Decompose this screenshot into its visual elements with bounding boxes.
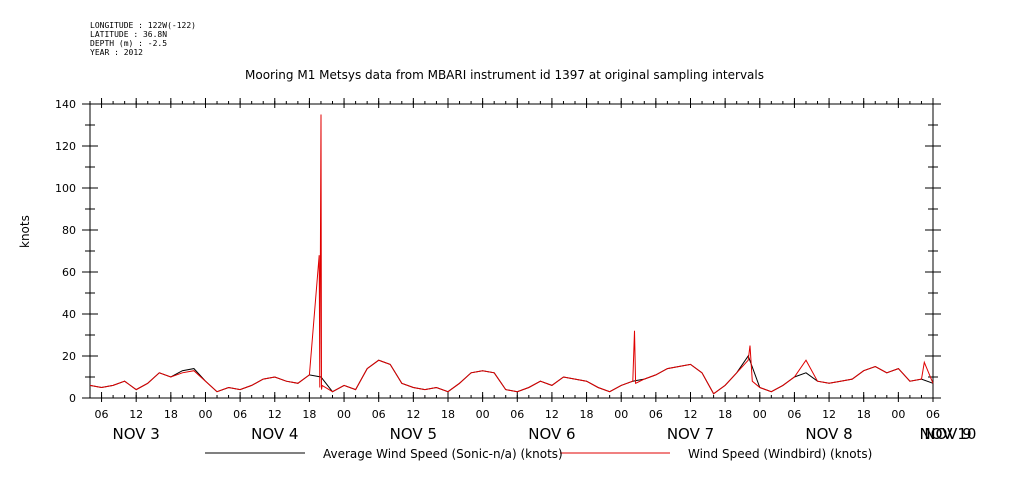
x-day-label: NOV 6 xyxy=(528,425,575,443)
x-tick-label: 06 xyxy=(510,408,524,421)
x-tick-label: 18 xyxy=(718,408,732,421)
x-tick-label: 18 xyxy=(580,408,594,421)
x-tick-label: 12 xyxy=(545,408,559,421)
depth-label: DEPTH (m) : -2.5 xyxy=(90,39,168,48)
legend-label-windbird: Wind Speed (Windbird) (knots) xyxy=(688,447,873,461)
y-axis: 0 20 40 60 80 100 120 140 xyxy=(55,98,941,405)
x-day-label: NOV 10 xyxy=(920,425,977,443)
x-tick-label: 18 xyxy=(441,408,455,421)
x-day-label: NOV 7 xyxy=(667,425,714,443)
x-tick-label: 00 xyxy=(753,408,767,421)
y-tick-label: 20 xyxy=(62,350,76,363)
x-tick-label: 00 xyxy=(891,408,905,421)
x-day-label: NOV 9 xyxy=(924,425,971,443)
x-tick-label: 06 xyxy=(649,408,663,421)
x-tick-label: 12 xyxy=(406,408,420,421)
x-tick-label: 06 xyxy=(926,408,940,421)
plot-frame xyxy=(89,103,934,399)
x-day-label: NOV 4 xyxy=(251,425,298,443)
x-tick-label: 18 xyxy=(164,408,178,421)
x-axis: 06 12 18 00 06 12 18 00 06 12 18 00 06 12 18 00 06 12 18 00… xyxy=(89,98,977,443)
x-tick-label: 06 xyxy=(787,408,801,421)
x-tick-label: 18 xyxy=(302,408,316,421)
x-tick-label: 00 xyxy=(614,408,628,421)
legend-label-average: Average Wind Speed (Sonic-n/a) (knots) xyxy=(323,447,563,461)
series-line-windbird xyxy=(89,114,934,395)
longitude-label: LONGITUDE : 122W(-122) xyxy=(90,21,196,30)
y-tick-label: 80 xyxy=(62,224,76,237)
x-tick-label: 00 xyxy=(337,408,351,421)
x-tick-label: 12 xyxy=(822,408,836,421)
x-tick-label: 06 xyxy=(95,408,109,421)
y-tick-label: 0 xyxy=(69,392,76,405)
chart-title: Mooring M1 Metsys data from MBARI instru… xyxy=(245,68,764,82)
x-day-label: NOV 5 xyxy=(390,425,437,443)
x-tick-label: 18 xyxy=(857,408,871,421)
x-tick-label: 06 xyxy=(233,408,247,421)
y-tick-label: 60 xyxy=(62,266,76,279)
y-tick-label: 100 xyxy=(55,182,76,195)
latitude-label: LATITUDE : 36.8N xyxy=(90,30,168,39)
y-tick-label: 120 xyxy=(55,140,76,153)
x-day-label: NOV 3 xyxy=(113,425,160,443)
x-day-label: NOV 8 xyxy=(805,425,852,443)
x-tick-label: 06 xyxy=(372,408,386,421)
x-tick-label: 12 xyxy=(129,408,143,421)
series-group xyxy=(89,114,934,395)
x-tick-label: 00 xyxy=(476,408,490,421)
x-tick-label: 12 xyxy=(268,408,282,421)
year-label: YEAR : 2012 xyxy=(90,48,143,57)
x-tick-label: 00 xyxy=(198,408,212,421)
y-tick-label: 140 xyxy=(55,98,76,111)
x-tick-label: 12 xyxy=(683,408,697,421)
y-tick-label: 40 xyxy=(62,308,76,321)
